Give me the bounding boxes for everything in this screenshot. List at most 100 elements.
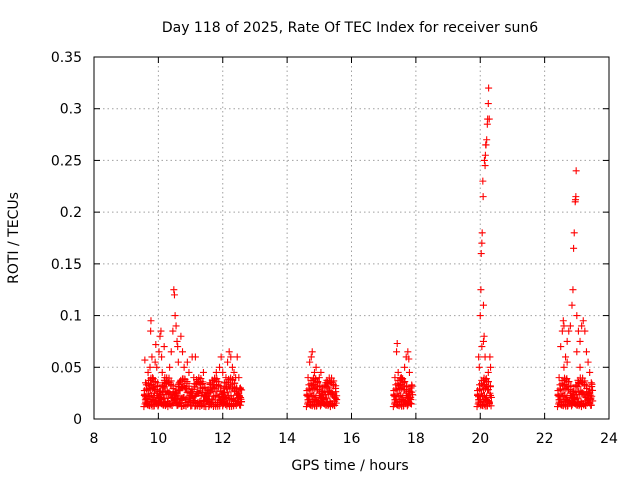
- x-tick-label: 14: [278, 431, 296, 447]
- data-point: [185, 368, 193, 376]
- data-point: [573, 348, 581, 356]
- data-point: [484, 368, 492, 376]
- data-point: [481, 353, 489, 361]
- y-tick-label: 0.3: [60, 102, 82, 118]
- data-point: [393, 339, 401, 347]
- data-point: [581, 327, 589, 335]
- y-tick-label: 0: [73, 412, 82, 428]
- data-point: [146, 363, 154, 371]
- y-tick-label: 0.1: [60, 309, 82, 325]
- x-tick-label: 24: [600, 431, 618, 447]
- data-point: [563, 337, 571, 345]
- data-point: [306, 358, 314, 366]
- data-point-fill: [328, 389, 336, 397]
- data-point: [579, 317, 587, 325]
- data-point: [199, 368, 207, 376]
- data-point: [177, 332, 185, 340]
- data-point: [224, 358, 232, 366]
- data-point: [479, 193, 487, 201]
- data-point: [484, 100, 492, 108]
- data-point-fill: [407, 396, 415, 404]
- chart-title: Day 118 of 2025, Rate Of TEC Index for r…: [162, 20, 538, 36]
- data-point-fill: [222, 393, 230, 401]
- data-point: [477, 286, 485, 294]
- data-point: [147, 317, 155, 325]
- data-point-fill: [487, 402, 495, 410]
- data-point: [566, 322, 574, 330]
- data-point: [174, 358, 182, 366]
- data-point: [560, 322, 568, 330]
- data-point: [393, 348, 401, 356]
- data-point-fill: [408, 382, 416, 390]
- data-point-fill: [401, 378, 409, 386]
- data-point: [568, 301, 576, 309]
- data-point: [233, 353, 241, 361]
- data-point-fill: [238, 398, 246, 406]
- data-point: [565, 327, 573, 335]
- data-point: [482, 141, 490, 149]
- y-tick-label: 0.05: [51, 360, 82, 376]
- data-point-fill: [572, 382, 580, 390]
- data-point: [563, 358, 571, 366]
- y-tick-label: 0.15: [51, 257, 82, 273]
- data-point-fill: [236, 385, 244, 393]
- data-point: [307, 353, 315, 361]
- data-point: [487, 363, 495, 371]
- data-point-fill: [151, 378, 159, 386]
- data-point-fill: [229, 383, 237, 391]
- data-point: [217, 353, 225, 361]
- data-point: [160, 343, 168, 351]
- data-point: [558, 327, 566, 335]
- data-point: [156, 332, 164, 340]
- data-point: [183, 358, 191, 366]
- data-point: [573, 312, 581, 320]
- data-point-fill: [588, 380, 596, 388]
- data-point: [570, 229, 578, 237]
- data-point-fill: [333, 392, 341, 400]
- data-point-fill: [565, 378, 573, 386]
- data-point: [569, 286, 577, 294]
- data-point-fill: [392, 385, 400, 393]
- data-point: [225, 348, 233, 356]
- data-point: [191, 353, 199, 361]
- data-point-fill: [589, 386, 597, 394]
- data-point-fill: [588, 392, 596, 400]
- data-point: [405, 368, 413, 376]
- data-point: [144, 368, 152, 376]
- data-point: [394, 368, 402, 376]
- data-point-fill: [486, 383, 494, 391]
- x-tick-label: 12: [214, 431, 232, 447]
- data-point: [483, 136, 491, 144]
- data-point-fill: [165, 389, 173, 397]
- data-point: [485, 115, 493, 123]
- data-point: [479, 301, 487, 309]
- data-point-fill: [206, 389, 214, 397]
- data-point-fill: [583, 382, 591, 390]
- x-tick-label: 16: [343, 431, 361, 447]
- data-point-fill: [556, 385, 564, 393]
- data-point: [479, 177, 487, 185]
- data-point: [570, 244, 578, 252]
- data-point-fill: [159, 382, 167, 390]
- data-point: [308, 348, 316, 356]
- data-point: [170, 291, 178, 299]
- x-tick-label: 22: [536, 431, 554, 447]
- data-point: [582, 348, 590, 356]
- x-tick-label: 18: [407, 431, 425, 447]
- data-point: [475, 363, 483, 371]
- data-point: [141, 356, 149, 364]
- data-point: [179, 348, 187, 356]
- data-point: [478, 343, 486, 351]
- data-point-fill: [579, 389, 587, 397]
- y-axis-label: ROTI / TECUs: [6, 192, 22, 284]
- data-point: [572, 193, 580, 201]
- data-point-fill: [214, 393, 222, 401]
- data-point-fill: [409, 391, 417, 399]
- data-point: [169, 327, 177, 335]
- data-point: [560, 363, 568, 371]
- plot-frame: [93, 56, 610, 420]
- data-point-fill: [199, 378, 207, 386]
- data-point: [235, 374, 243, 382]
- data-point-fill: [305, 385, 313, 393]
- data-point: [477, 250, 485, 258]
